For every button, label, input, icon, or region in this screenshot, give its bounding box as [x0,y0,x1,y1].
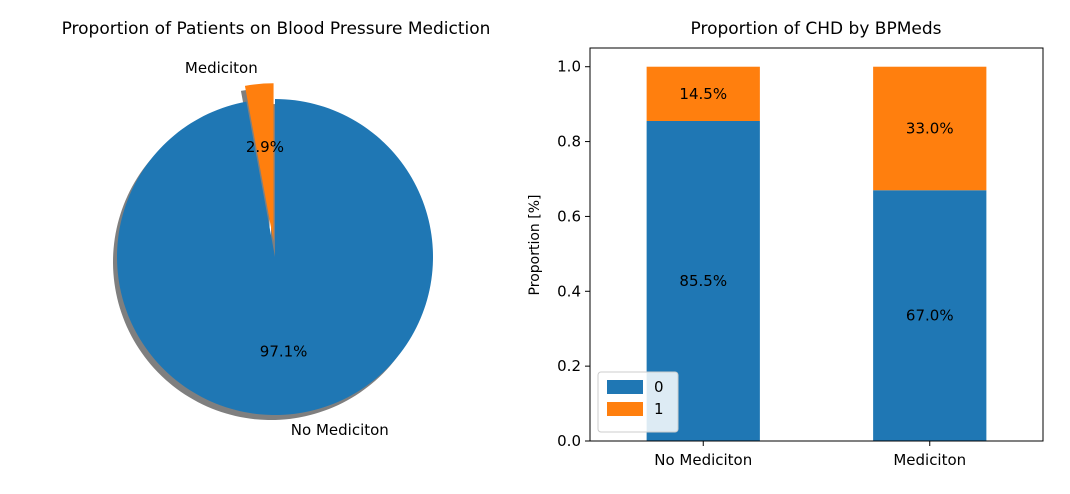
y-tick-label: 0.4 [557,282,581,300]
x-tick-label-mediciton: Mediciton [893,451,966,469]
pie-slice-percent-no-mediciton: 97.1% [260,342,308,360]
bar-data-label-mediciton-series-0: 67.0% [906,307,954,325]
y-tick-label: 1.0 [557,58,581,76]
bar-data-label-mediciton-series-1: 33.0% [906,119,954,137]
y-tick-label: 0.0 [557,432,581,450]
legend-swatch-1 [607,402,643,416]
axes-frame [589,47,1044,442]
pie-slice-mediciton [244,83,274,242]
y-tick-label: 0.2 [557,357,581,375]
pie-chart: Proportion of Patients on Blood Pressure… [62,19,491,439]
pie-slice-label-no-mediciton: No Mediciton [291,421,389,439]
y-tick-label: 0.6 [557,207,581,225]
pie-slice-percent-mediciton: 2.9% [246,138,284,156]
bar-segment-no-mediciton-series-1 [646,66,760,121]
x-tick-label-no-mediciton: No Mediciton [654,451,752,469]
legend-label-1: 1 [654,400,664,418]
pie-chart-title: Proportion of Patients on Blood Pressure… [62,19,491,39]
legend-swatch-0 [607,380,643,394]
legend-label-0: 0 [654,378,664,396]
bar-segment-mediciton-series-0 [873,190,987,441]
stacked-bar-chart: Proportion of CHD by BPMeds Proportion [… [527,19,1044,469]
bar-data-label-no-mediciton-series-0: 85.5% [679,272,727,290]
bar-segment-mediciton-series-1 [873,66,987,191]
pie-slice-no-mediciton [117,99,433,415]
y-axis-label: Proportion [%] [527,195,543,296]
bar-chart-title: Proportion of CHD by BPMeds [691,19,942,39]
y-tick-label: 0.8 [557,133,581,151]
bar-data-label-no-mediciton-series-1: 14.5% [679,85,727,103]
pie-slice-label-mediciton: Mediciton [185,59,258,77]
